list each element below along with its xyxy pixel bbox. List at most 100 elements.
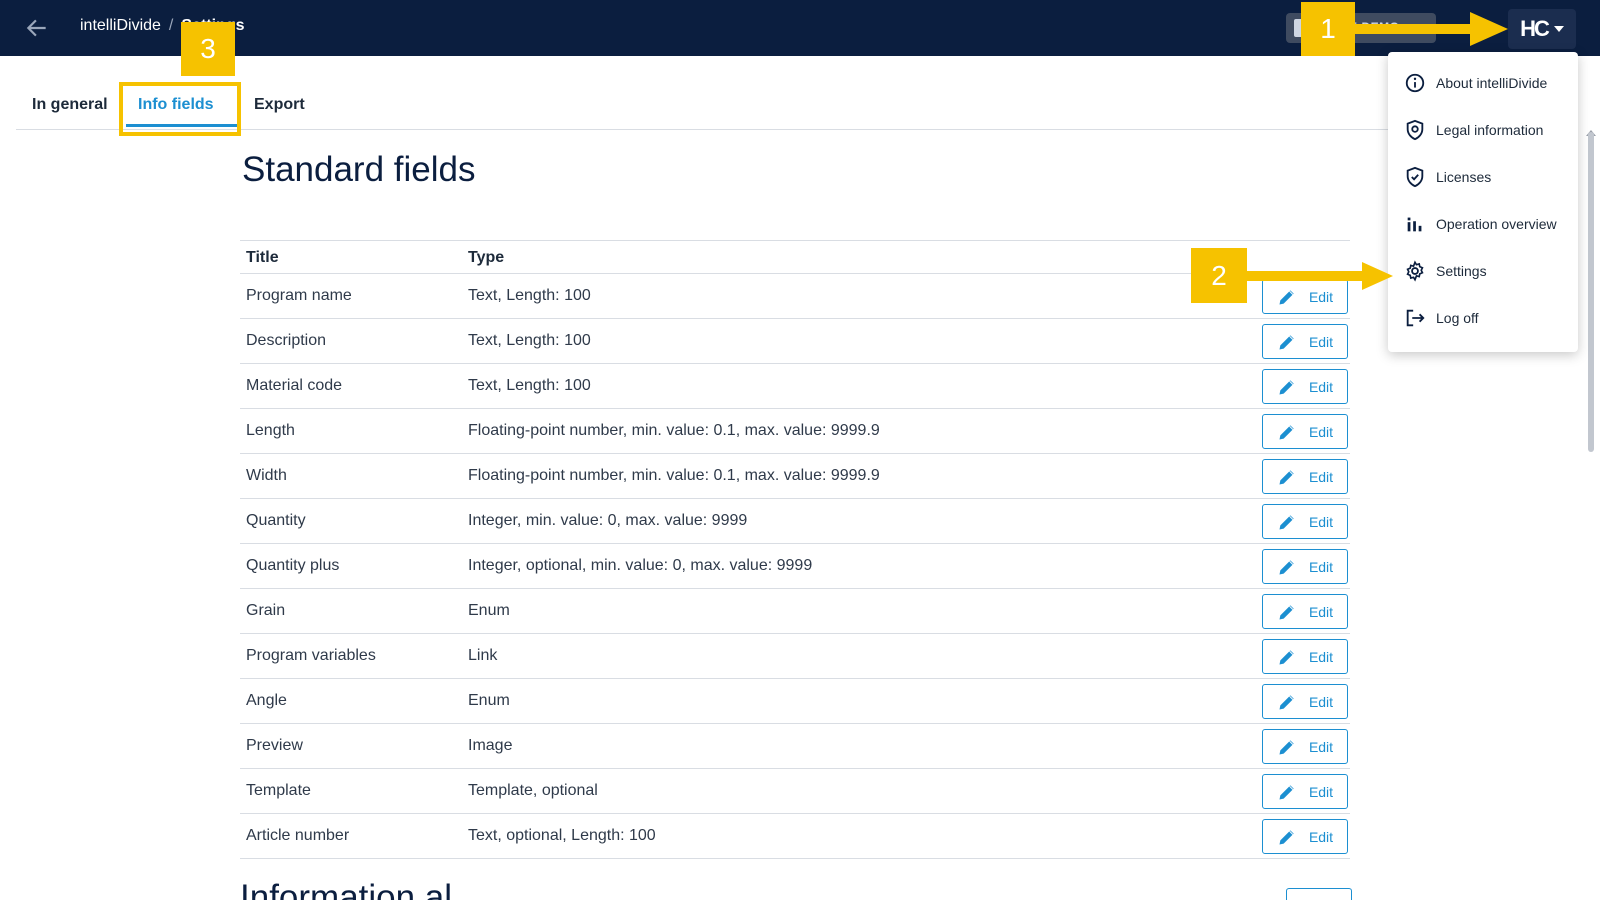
column-header-title: Title	[246, 249, 279, 266]
gear-icon	[1404, 260, 1426, 282]
bar-chart-icon	[1404, 213, 1426, 235]
pencil-icon	[1277, 287, 1297, 307]
field-type: Text, optional, Length: 100	[468, 827, 656, 844]
menu-item-settings[interactable]: Settings	[1388, 251, 1578, 291]
menu-item-log-off[interactable]: Log off	[1388, 298, 1578, 338]
pencil-icon	[1277, 332, 1297, 352]
field-title: Material code	[246, 377, 343, 394]
table-row: Width Floating-point number, min. value: …	[240, 454, 1350, 499]
edit-button-label: Edit	[1308, 783, 1334, 800]
user-dropdown-menu: About intelliDivide Legal information Li…	[1388, 52, 1578, 352]
edit-button[interactable]: Edit	[1262, 369, 1348, 404]
edit-button-label: Edit	[1308, 828, 1334, 845]
field-type: Enum	[468, 602, 510, 619]
menu-item-label: Settings	[1436, 263, 1487, 279]
tab-info-fields[interactable]: Info fields	[138, 96, 214, 113]
table-row: Length Floating-point number, min. value:…	[240, 409, 1350, 454]
field-title: Program variables	[246, 647, 376, 664]
next-section-title: Information al	[240, 878, 453, 900]
back-arrow-icon[interactable]	[24, 15, 50, 41]
field-type: Template, optional	[468, 782, 598, 799]
next-section-button[interactable]	[1286, 888, 1352, 900]
field-title: Quantity	[246, 512, 306, 529]
menu-item-label: Legal information	[1436, 122, 1544, 138]
menu-item-legal[interactable]: Legal information	[1388, 110, 1578, 150]
table-row: Template Template, optional Edit	[240, 769, 1350, 814]
callout-2: 2	[1191, 248, 1247, 303]
field-type: Text, Length: 100	[468, 377, 591, 394]
callout-1: 1	[1301, 2, 1355, 56]
table-row: Quantity Integer, min. value: 0, max. val…	[240, 499, 1350, 544]
logout-icon	[1404, 307, 1426, 329]
callout-arrow-2	[1247, 262, 1393, 290]
edit-button-label: Edit	[1308, 513, 1334, 530]
callout-3: 3	[181, 22, 235, 76]
menu-item-operation-overview[interactable]: Operation overview	[1388, 204, 1578, 244]
edit-button[interactable]: Edit	[1262, 684, 1348, 719]
pencil-icon	[1277, 422, 1297, 442]
table-row: Quantity plus Integer, optional, min. val…	[240, 544, 1350, 589]
field-type: Image	[468, 737, 513, 754]
edit-button-label: Edit	[1308, 378, 1334, 395]
field-title: Template	[246, 782, 311, 799]
field-title: Grain	[246, 602, 286, 619]
field-title: Width	[246, 467, 287, 484]
edit-button-label: Edit	[1308, 648, 1334, 665]
field-type: Enum	[468, 692, 510, 709]
pencil-icon	[1277, 377, 1297, 397]
edit-button[interactable]: Edit	[1262, 459, 1348, 494]
field-type: Floating-point number, min. value: 0.1, …	[468, 467, 880, 484]
pencil-icon	[1277, 557, 1297, 577]
edit-button[interactable]: Edit	[1262, 819, 1348, 854]
next-section-heading: Information al	[240, 878, 460, 900]
table-row: Article number Text, optional, Length: 10…	[240, 814, 1350, 859]
user-menu-button[interactable]: HC	[1508, 9, 1576, 49]
menu-item-label: Log off	[1436, 310, 1479, 326]
scrollbar[interactable]	[1588, 132, 1594, 452]
field-title: Program name	[246, 287, 352, 304]
caret-down-icon	[1553, 26, 1564, 32]
shield-check-icon	[1404, 166, 1426, 188]
field-title: Length	[246, 422, 295, 439]
edit-button[interactable]: Edit	[1262, 729, 1348, 764]
table-row: Description Text, Length: 100 Edit	[240, 319, 1350, 364]
table-row: Grain Enum Edit	[240, 589, 1350, 634]
edit-button[interactable]: Edit	[1262, 639, 1348, 674]
edit-button-label: Edit	[1308, 423, 1334, 440]
menu-item-label: Operation overview	[1436, 216, 1557, 232]
field-title: Description	[246, 332, 327, 349]
active-tab-indicator	[126, 124, 238, 127]
menu-item-label: Licenses	[1436, 169, 1492, 185]
shield-icon	[1404, 119, 1426, 141]
column-header-type: Type	[468, 249, 505, 266]
pencil-icon	[1277, 467, 1297, 487]
pencil-icon	[1277, 512, 1297, 532]
field-type: Floating-point number, min. value: 0.1, …	[468, 422, 880, 439]
table-row: Program name Text, Length: 100 Edit	[240, 274, 1350, 319]
pencil-icon	[1277, 782, 1297, 802]
edit-button[interactable]: Edit	[1262, 594, 1348, 629]
standard-fields-table: Title Type Program name Text, Length: 100…	[240, 240, 1350, 859]
edit-button[interactable]: Edit	[1262, 324, 1348, 359]
settings-tabs: In general Info fields Export	[16, 80, 1392, 130]
tab-export[interactable]: Export	[254, 96, 305, 113]
breadcrumb-app[interactable]: intelliDivide	[80, 17, 161, 34]
field-type: Integer, optional, min. value: 0, max. v…	[468, 557, 813, 574]
page-title: Standard fields	[242, 150, 476, 189]
edit-button-label: Edit	[1308, 333, 1334, 350]
tab-in-general[interactable]: In general	[32, 96, 108, 113]
info-circle-icon	[1404, 72, 1426, 94]
edit-button-label: Edit	[1308, 468, 1334, 485]
pencil-icon	[1277, 647, 1297, 667]
edit-button[interactable]: Edit	[1262, 414, 1348, 449]
pencil-icon	[1277, 737, 1297, 757]
edit-button-label: Edit	[1308, 558, 1334, 575]
edit-button[interactable]: Edit	[1262, 549, 1348, 584]
menu-item-label: About intelliDivide	[1436, 75, 1548, 91]
menu-item-licenses[interactable]: Licenses	[1388, 157, 1578, 197]
field-type: Link	[468, 647, 498, 664]
edit-button[interactable]: Edit	[1262, 504, 1348, 539]
table-row: Program variables Link Edit	[240, 634, 1350, 679]
edit-button[interactable]: Edit	[1262, 774, 1348, 809]
menu-item-about[interactable]: About intelliDivide	[1388, 63, 1578, 103]
